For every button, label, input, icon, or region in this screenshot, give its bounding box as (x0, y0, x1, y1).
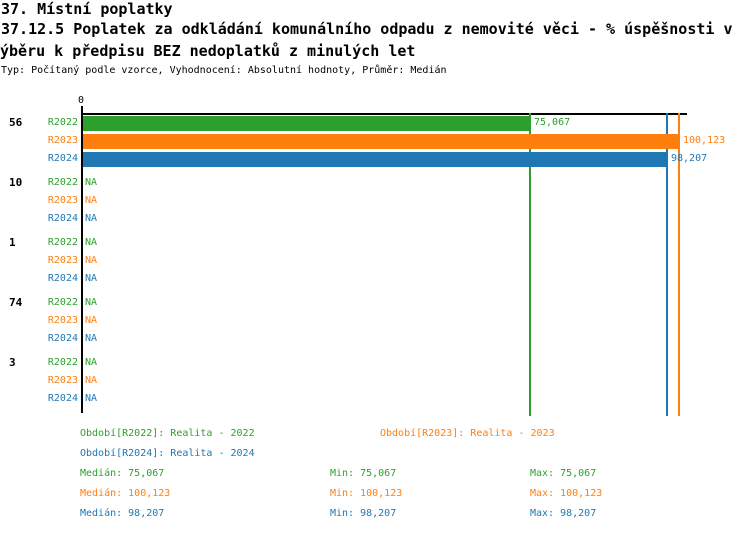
group-label: 3 (9, 356, 16, 369)
legend-entry-r2022: Období[R2022]: Realita - 2022 (80, 428, 255, 439)
chart-group-10: 10 R2022 NA R2023 NA R2024 NA (0, 174, 750, 228)
group-label: 56 (9, 116, 23, 129)
chart-row: 10 R2022 NA (0, 174, 750, 192)
chart-row: R2024 NA (0, 330, 750, 348)
na-label: NA (85, 393, 98, 404)
na-label: NA (85, 297, 98, 308)
na-label: NA (85, 273, 98, 284)
na-label: NA (85, 177, 98, 188)
series-label: R2022 (47, 117, 78, 128)
na-label: NA (85, 237, 98, 248)
bar-r2022 (83, 115, 530, 131)
chart-row: 56 R2022 75,067 (0, 114, 750, 132)
chart-row: R2023 NA (0, 192, 750, 210)
chart-row: R2023 100,123 (0, 132, 750, 150)
series-label: R2023 (47, 375, 78, 386)
legend-entry-r2024: Období[R2024]: Realita - 2024 (80, 448, 255, 459)
group-label: 74 (9, 296, 23, 309)
chart-row: R2023 NA (0, 372, 750, 390)
axis-zero-tick-label: 0 (77, 95, 85, 106)
reference-line-r2024 (666, 113, 668, 416)
series-label: R2024 (47, 213, 78, 224)
stat-max-r2023: Max: 100,123 (530, 488, 603, 499)
chart-group-74: 74 R2022 NA R2023 NA R2024 NA (0, 294, 750, 348)
chart-row: 1 R2022 NA (0, 234, 750, 252)
group-label: 1 (9, 236, 16, 249)
stat-median-r2024: Medián: 98,207 (80, 508, 165, 519)
chart-subtitle-line2: ýběru k předpisu BEZ nedoplatků z minulý… (0, 42, 416, 60)
na-label: NA (85, 375, 98, 386)
chart-row: R2024 98,207 (0, 150, 750, 168)
chart-group-3: 3 R2022 NA R2023 NA R2024 NA (0, 354, 750, 408)
chart-row: R2024 NA (0, 210, 750, 228)
chart-row: R2024 NA (0, 270, 750, 288)
series-label: R2022 (47, 177, 78, 188)
stat-min-r2022: Min: 75,067 (330, 468, 397, 479)
legend-entry-r2023: Období[R2023]: Realita - 2023 (380, 428, 555, 439)
series-label: R2024 (47, 333, 78, 344)
stat-min-r2024: Min: 98,207 (330, 508, 397, 519)
na-label: NA (85, 333, 98, 344)
stat-median-r2023: Medián: 100,123 (80, 488, 171, 499)
series-label: R2024 (47, 273, 78, 284)
series-label: R2023 (47, 255, 78, 266)
series-label: R2022 (47, 297, 78, 308)
value-label: 98,207 (671, 153, 708, 164)
chart-row: R2024 NA (0, 390, 750, 408)
series-label: R2023 (47, 135, 78, 146)
series-label: R2024 (47, 153, 78, 164)
chart-row: R2023 NA (0, 312, 750, 330)
series-label: R2023 (47, 195, 78, 206)
chart-subtitle-line1: 37.12.5 Poplatek za odkládání komunálníh… (1, 20, 733, 38)
series-label: R2022 (47, 357, 78, 368)
chart-row: 3 R2022 NA (0, 354, 750, 372)
stat-median-r2022: Medián: 75,067 (80, 468, 165, 479)
chart-meta: Typ: Počítaný podle vzorce, Vyhodnocení:… (1, 65, 447, 76)
chart-row: R2023 NA (0, 252, 750, 270)
bar-r2023 (83, 133, 679, 149)
na-label: NA (85, 315, 98, 326)
page-title: 37. Místní poplatky (1, 0, 173, 18)
series-label: R2024 (47, 393, 78, 404)
reference-line-r2022 (529, 113, 531, 416)
stat-max-r2024: Max: 98,207 (530, 508, 597, 519)
stat-max-r2022: Max: 75,067 (530, 468, 597, 479)
reference-line-r2023 (678, 113, 680, 416)
value-label: 100,123 (683, 135, 726, 146)
value-label: 75,067 (534, 117, 571, 128)
series-label: R2022 (47, 237, 78, 248)
na-label: NA (85, 255, 98, 266)
chart-group-1: 1 R2022 NA R2023 NA R2024 NA (0, 234, 750, 288)
chart-group-56: 56 R2022 75,067 R2023 100,123 R2024 98,207 (0, 114, 750, 168)
y-axis-line (81, 106, 83, 413)
chart-row: 74 R2022 NA (0, 294, 750, 312)
chart-rows: 56 R2022 75,067 R2023 100,123 R2024 98,207 10 R2… (0, 114, 750, 414)
na-label: NA (85, 357, 98, 368)
stat-min-r2023: Min: 100,123 (330, 488, 403, 499)
series-label: R2023 (47, 315, 78, 326)
bar-r2024 (83, 151, 667, 167)
x-axis-line (81, 113, 687, 115)
na-label: NA (85, 213, 98, 224)
na-label: NA (85, 195, 98, 206)
group-label: 10 (9, 176, 23, 189)
